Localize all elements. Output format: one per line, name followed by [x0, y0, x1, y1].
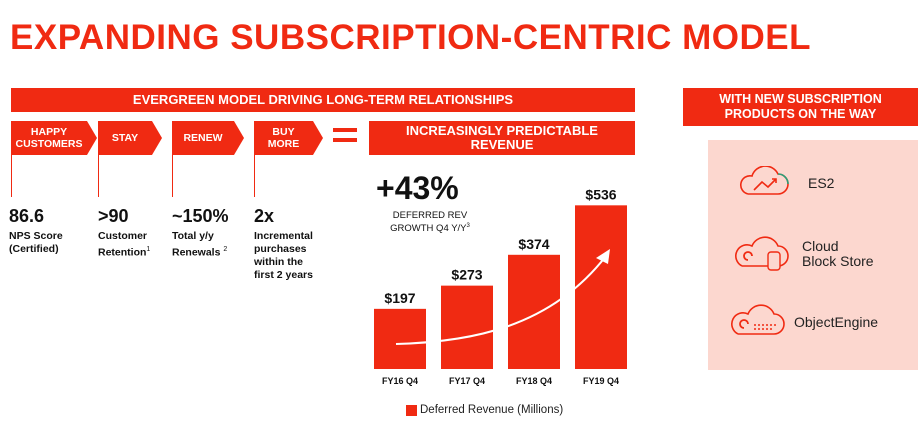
bar-fy19-q4 [575, 205, 627, 369]
growth-value: +43% [376, 170, 459, 206]
product-es2: ES2 [708, 166, 918, 200]
step-label: RENEW [183, 132, 223, 144]
bar-fy18-q4 [508, 254, 560, 369]
metric-value: 86.6 [9, 206, 45, 226]
metric-label: Total y/y Renewals 2 [172, 230, 228, 259]
product-cloud-block-store: Cloud Block Store [708, 234, 918, 274]
step-pole [254, 155, 255, 197]
flag-shape [98, 121, 162, 155]
metric-value: 2x [254, 206, 275, 226]
metric-label: NPS Score (Certified) [9, 230, 63, 255]
deferred-revenue-chart: $197 FY16 Q4 $273 FY17 Q4 $374 FY18 Q4 $536 FY1… [374, 186, 627, 386]
step-pole [11, 155, 12, 197]
product-name: ES2 [808, 174, 835, 191]
cloud-growth-icon [739, 166, 789, 195]
metric-label: Customer Retention1 [98, 230, 151, 259]
side-banner-line-2: PRODUCTS ON THE WAY [724, 107, 877, 121]
flag-shape [11, 121, 97, 155]
trend-arrow-head [596, 249, 610, 264]
step-label: STAY [111, 132, 139, 144]
category-label: FY19 Q4 [583, 376, 619, 386]
side-banner-line-1: WITH NEW SUBSCRIPTION [719, 92, 882, 106]
step-label: BUY MORE [267, 126, 300, 150]
metric-label: Incremental purchases within the first 2 ye… [254, 230, 313, 281]
step-buy-more: BUY MORE [254, 121, 323, 155]
category-label: FY16 Q4 [382, 376, 418, 386]
bar-fy16-q4 [374, 308, 426, 369]
product-name: Cloud Block Store [802, 238, 874, 269]
flag-shape [172, 121, 244, 155]
step-stay: STAY [98, 121, 162, 155]
category-label: FY17 Q4 [449, 376, 485, 386]
trend-arrow-line [395, 255, 607, 345]
product-name: ObjectEngine [794, 313, 879, 330]
legend-swatch [406, 404, 417, 416]
products-panel: ES2 Cloud Block Store ObjectEngine [708, 140, 918, 370]
metric-value: ~150% [172, 206, 229, 226]
step-pole [98, 155, 99, 197]
evergreen-banner: EVERGREEN MODEL DRIVING LONG-TERM RELATI… [11, 88, 635, 112]
step-happy-customers: HAPPY CUSTOMERS [11, 121, 97, 155]
metric-value: >90 [98, 206, 129, 226]
cloud-block-store-icon [735, 236, 789, 271]
step-pole [172, 155, 173, 197]
category-label: FY18 Q4 [516, 376, 552, 386]
bar-value-label: $374 [518, 236, 549, 252]
equals-icon [333, 128, 357, 148]
bar-value-label: $536 [585, 186, 616, 202]
legend-label: Deferred Revenue (Millions) [420, 404, 564, 416]
chart-legend: Deferred Revenue (Millions) [406, 404, 563, 416]
bar-value-label: $197 [384, 290, 415, 306]
bar-fy17-q4 [441, 285, 493, 369]
cloud-object-engine-icon [731, 304, 785, 335]
step-label: HAPPY CUSTOMERS [15, 126, 83, 150]
predictable-revenue-banner: INCREASINGLY PREDICTABLE REVENUE [369, 121, 635, 155]
bar-value-label: $273 [451, 267, 482, 283]
flag-shape [254, 121, 323, 155]
step-renew: RENEW [172, 121, 244, 155]
page-title: EXPANDING SUBSCRIPTION-CENTRIC MODEL [10, 18, 811, 57]
growth-label: DEFERRED REV GROWTH Q4 Y/Y3 [390, 210, 470, 235]
subscription-products-banner: WITH NEW SUBSCRIPTION PRODUCTS ON THE WA… [683, 88, 918, 126]
product-objectengine: ObjectEngine [708, 304, 918, 340]
